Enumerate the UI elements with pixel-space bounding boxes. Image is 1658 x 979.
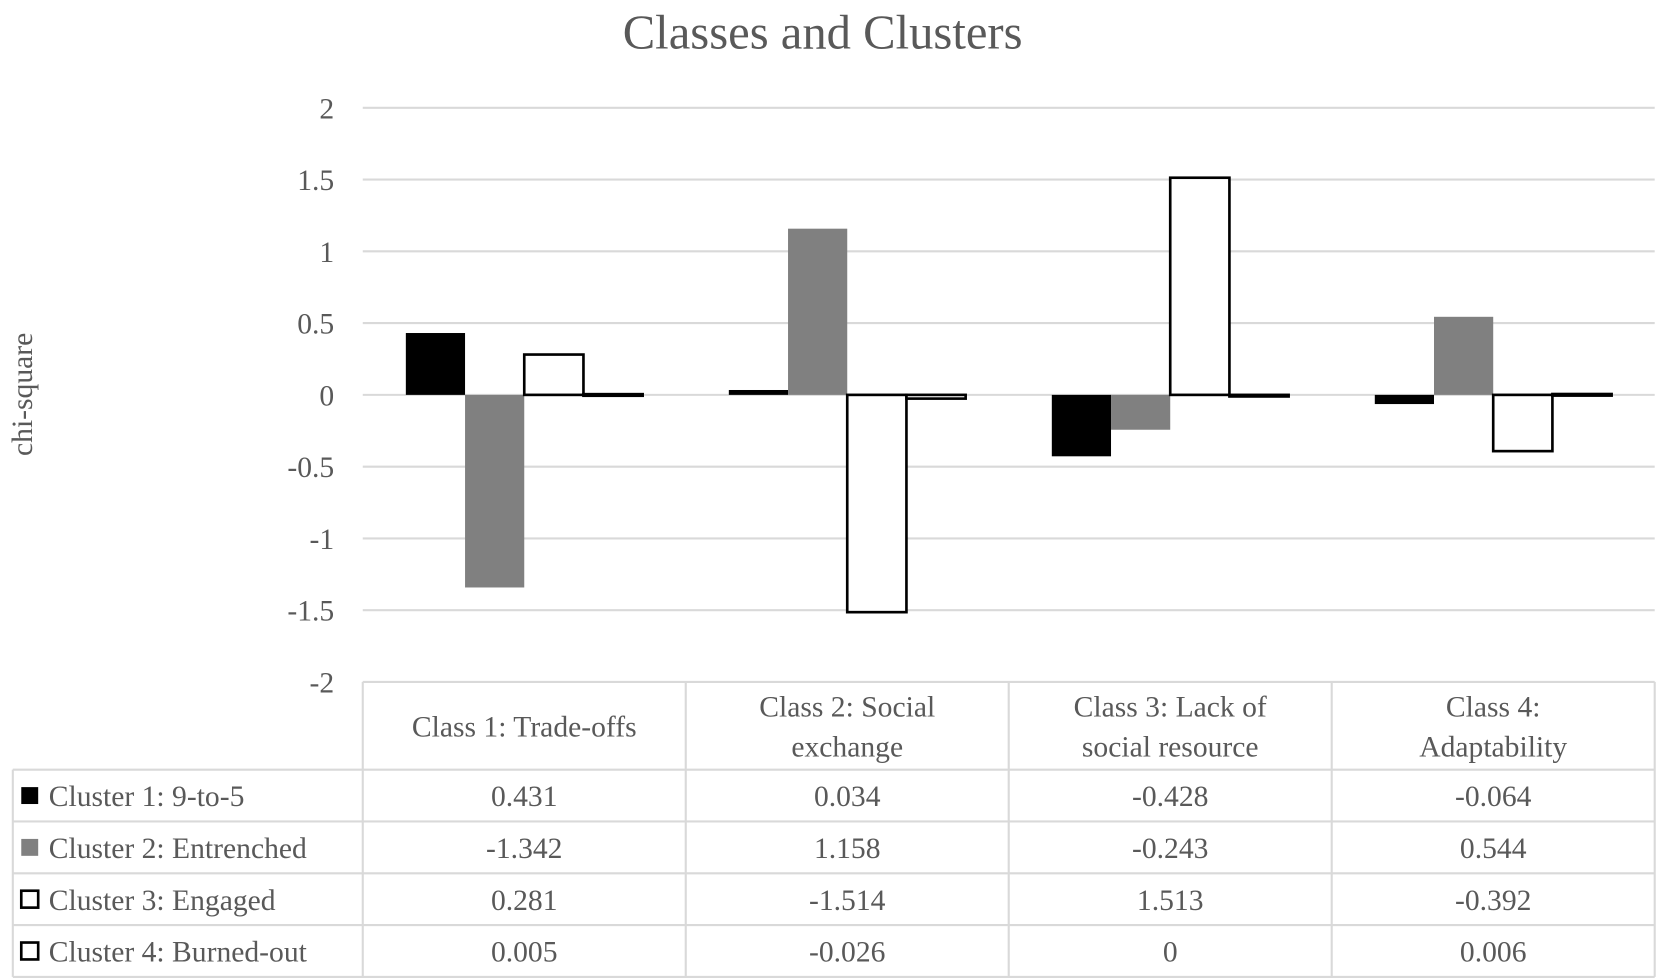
bar-4-2	[905, 393, 967, 400]
legend-label: Cluster 1: 9-to-5	[49, 781, 245, 813]
chart-title: Classes and Clusters	[623, 6, 1023, 60]
data-label: 0.281	[491, 885, 558, 917]
y-tick-label: 0.5	[297, 309, 334, 341]
data-label: -0.428	[1132, 781, 1208, 813]
data-label: -1.514	[809, 885, 886, 917]
y-tick-label: -1.5	[287, 596, 334, 628]
data-label: 0.006	[1460, 937, 1527, 969]
y-axis-label: chi-square	[7, 333, 39, 456]
y-tick-label: 2	[319, 93, 334, 125]
data-label: 0.034	[814, 781, 881, 813]
legend-key-3	[19, 889, 40, 909]
bar-3-2	[845, 393, 908, 614]
y-tick-label: 1	[319, 237, 334, 269]
y-tick-label: -0.5	[287, 452, 334, 484]
bar-3-1	[522, 353, 585, 397]
data-label: -0.392	[1455, 885, 1531, 917]
data-label: 1.513	[1137, 885, 1204, 917]
category-label: Class 1: Trade-offs	[412, 711, 637, 743]
category-label: Class 2: Social	[759, 691, 935, 723]
legend-label: Cluster 4: Burned-out	[49, 937, 308, 969]
category-label: Class 4:	[1446, 691, 1541, 723]
bar-3-4	[1491, 393, 1554, 453]
y-tick-label: -1	[310, 524, 335, 556]
data-label: -0.243	[1132, 833, 1208, 865]
bar-2-4	[1434, 316, 1494, 395]
bar-1-1	[405, 333, 466, 395]
category-label: Adaptability	[1419, 731, 1567, 763]
legend-label: Cluster 2: Entrenched	[49, 833, 307, 865]
legend-key-2	[21, 838, 39, 856]
data-label: -0.026	[809, 937, 885, 969]
bar-2-1	[465, 394, 525, 588]
bar-3-3	[1168, 176, 1231, 397]
bar-4-4	[1551, 392, 1613, 397]
data-label: 0.005	[491, 937, 558, 969]
category-label: exchange	[791, 731, 903, 763]
data-label: 1.158	[814, 833, 881, 865]
data-label: -0.064	[1455, 781, 1532, 813]
bar-1-3	[1051, 394, 1112, 457]
y-tick-label: 1.5	[297, 165, 334, 197]
category-label: social resource	[1082, 731, 1259, 763]
y-tick-label: 0	[319, 380, 334, 412]
bar-2-2	[788, 228, 848, 395]
data-label: 0	[1163, 937, 1178, 969]
legend-label: Cluster 3: Engaged	[49, 885, 276, 917]
legend-key-4	[19, 941, 40, 961]
bar-4-3	[1228, 393, 1290, 398]
category-label: Class 3: Lack of	[1074, 691, 1267, 723]
bar-2-3	[1111, 394, 1171, 430]
data-label: 0.431	[491, 781, 558, 813]
data-label: 0.544	[1460, 833, 1527, 865]
bar-1-4	[1374, 394, 1435, 405]
bar-4-1	[582, 392, 644, 398]
y-tick-label: -2	[310, 667, 335, 699]
legend-key-1	[21, 787, 39, 805]
data-label: -1.342	[486, 833, 562, 865]
bar-1-2	[728, 389, 789, 395]
